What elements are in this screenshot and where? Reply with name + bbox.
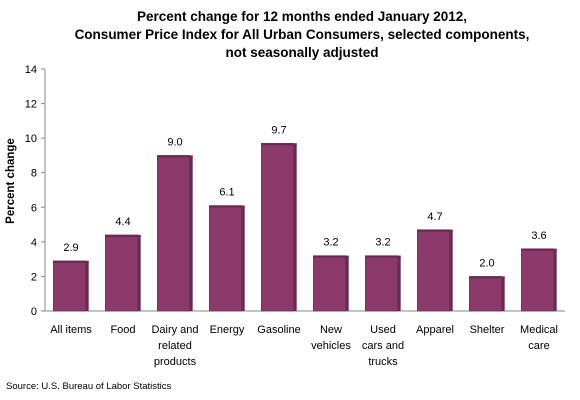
bar-top-edge xyxy=(417,229,453,232)
bar xyxy=(469,276,502,312)
chart-title-line: Percent change for 12 months ended Janua… xyxy=(137,9,467,24)
x-category-label: Shelter xyxy=(470,324,505,336)
x-category-label: trucks xyxy=(368,356,398,368)
x-category-label: Dairy and xyxy=(151,324,198,336)
bar-shade xyxy=(85,260,89,311)
data-label: 9.0 xyxy=(167,136,182,148)
y-tick-label: 12 xyxy=(25,99,37,111)
source-note: Source: U.S. Bureau of Labor Statistics xyxy=(6,381,172,392)
x-category-label: Food xyxy=(110,324,135,336)
bar-top-edge xyxy=(521,248,557,251)
bar-shade xyxy=(189,155,193,311)
x-category-label: Gasoline xyxy=(257,324,300,336)
x-category-label: Apparel xyxy=(416,324,454,336)
data-label: 4.7 xyxy=(427,211,442,223)
x-category-label: Energy xyxy=(210,324,245,336)
data-label: 3.2 xyxy=(323,237,338,249)
data-label: 6.1 xyxy=(219,187,234,199)
bar-top-edge xyxy=(261,143,297,146)
bar xyxy=(105,234,138,312)
bar-top-edge xyxy=(469,276,505,279)
x-category-label: related xyxy=(158,340,192,352)
y-tick-label: 6 xyxy=(31,202,37,214)
chart-title-line: Consumer Price Index for All Urban Consu… xyxy=(75,27,530,42)
bar xyxy=(157,155,190,312)
data-label: 9.7 xyxy=(271,124,286,136)
data-label: 2.9 xyxy=(63,242,78,254)
y-axis-title: Percent change xyxy=(5,138,17,224)
chart-title-line: not seasonally adjusted xyxy=(225,45,378,60)
y-tick-label: 8 xyxy=(31,168,37,180)
bar-shade xyxy=(501,276,505,311)
y-tick-label: 10 xyxy=(25,133,37,145)
data-label: 3.2 xyxy=(375,237,390,249)
y-tick-label: 14 xyxy=(25,64,37,76)
y-tick-label: 0 xyxy=(31,306,37,318)
bar-shade xyxy=(345,255,349,311)
x-category-label: New xyxy=(320,324,342,336)
bar xyxy=(313,255,346,312)
bar-shade xyxy=(137,234,141,311)
bar-shade xyxy=(397,255,401,311)
x-category-label: care xyxy=(528,340,549,352)
bar xyxy=(365,255,398,312)
bar-top-edge xyxy=(53,260,89,263)
x-category-label: vehicles xyxy=(311,340,351,352)
bar-top-edge xyxy=(365,255,401,258)
bar-top-edge xyxy=(313,255,349,258)
bar-top-edge xyxy=(209,205,245,208)
x-category-label: cars and xyxy=(362,340,404,352)
bar-top-edge xyxy=(157,155,193,158)
x-category-label: products xyxy=(154,356,197,368)
bar-shade xyxy=(449,229,453,311)
data-label: 3.6 xyxy=(531,230,546,242)
bar-shade xyxy=(293,143,297,311)
chart-title: Percent change for 12 months ended Janua… xyxy=(75,9,530,60)
bar-top-edge xyxy=(105,234,141,237)
x-category-label: Medical xyxy=(520,324,558,336)
data-label: 2.0 xyxy=(479,257,494,269)
x-category-label: All items xyxy=(50,324,92,336)
x-category-label: Used xyxy=(370,324,396,336)
bar-shade xyxy=(553,248,557,311)
bar xyxy=(417,229,450,312)
plot-area: 0 2 4 6 8 10 12 14 2.9 All items 4.4 Food 9.0 Dairy a… xyxy=(25,64,565,368)
bar xyxy=(261,143,294,312)
y-tick-label: 2 xyxy=(31,271,37,283)
data-label: 4.4 xyxy=(115,216,130,228)
y-tick-label: 4 xyxy=(31,237,37,249)
bar xyxy=(53,260,86,312)
bar-shade xyxy=(241,205,245,311)
bar xyxy=(209,205,242,312)
bar xyxy=(521,248,554,312)
